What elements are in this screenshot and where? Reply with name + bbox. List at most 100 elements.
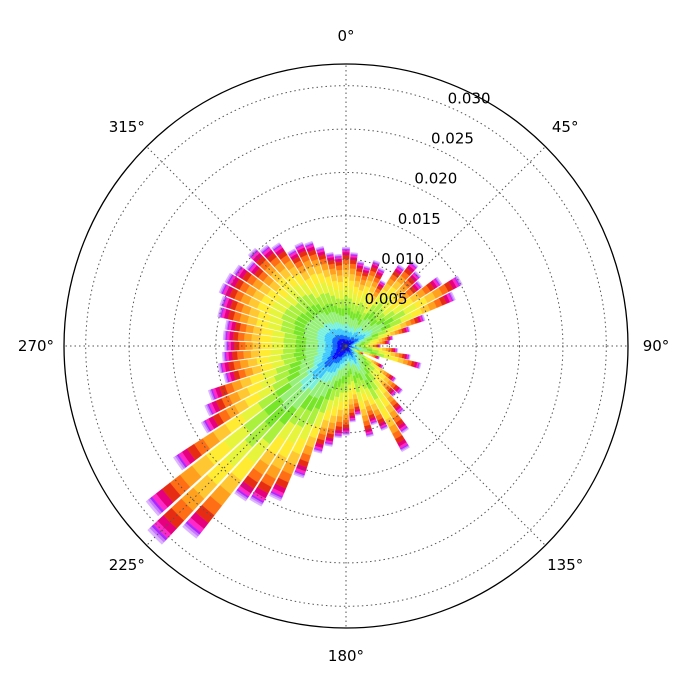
radial-tick-label-5: 0.030: [448, 90, 491, 108]
wedge-50-band-18: [417, 280, 423, 288]
wedge-125-band-18: [393, 377, 397, 383]
wedge-270-band-4: [317, 344, 326, 348]
wedge-265-band-8: [270, 348, 284, 356]
wedge-260-band-10: [247, 358, 258, 368]
wedge-270-band-17: [225, 341, 228, 351]
wedge-195-band-18: [313, 450, 322, 454]
wedge-150-band-18: [401, 446, 410, 453]
wedge-85-band-8: [368, 342, 374, 346]
wedge-265-band-12: [236, 350, 244, 360]
radial-tick-label-4: 0.025: [431, 130, 474, 148]
wedge-325-band-18: [271, 242, 281, 249]
wedge-190-band-11: [328, 422, 336, 430]
wedge-20-band-18: [373, 259, 381, 264]
wedge-165-band-18: [366, 434, 374, 438]
wedge-0-band-18: [342, 246, 350, 249]
wedge-75-band-18: [408, 326, 411, 332]
wedge-40-band-18: [411, 260, 419, 268]
wedge-210-band-18: [249, 497, 263, 507]
wedge-190-band-18: [324, 444, 333, 447]
wedge-45-band-18: [414, 270, 422, 278]
wedge-85-band-6: [360, 343, 365, 346]
wedge-85-band-9: [372, 341, 378, 345]
wedge-5-band-11: [349, 268, 356, 275]
wedge-170-band-18: [355, 413, 361, 416]
wedge-355-band-12: [335, 265, 343, 271]
wedge-15-band-18: [363, 265, 371, 269]
wedge-175-band-11: [348, 404, 355, 410]
wedge-275-band-8: [270, 336, 284, 344]
wedge-25-band-18: [378, 267, 386, 272]
wedge-5-band-8: [348, 288, 354, 299]
wedge-280-band-18: [224, 320, 228, 330]
angular-gridline-7: [146, 146, 347, 347]
angle-tick-labels: 0° 45° 90° 135° 180° 225° 270° 315°: [18, 27, 669, 665]
wedge-layer: [145, 240, 463, 545]
wedge-0-band-4: [344, 323, 348, 330]
angle-tick-label-0: 0°: [337, 27, 354, 45]
wedge-95-band-18: [396, 348, 399, 353]
wedge-30-band-18: [380, 279, 386, 284]
wedge-65-band-18: [450, 291, 456, 301]
radial-gridline-2: [215, 215, 477, 477]
wedge-95-band-8: [372, 347, 378, 351]
wedge-310-band-18: [245, 260, 254, 270]
wedge-350-band-11: [329, 268, 337, 275]
wedge-200-band-18: [293, 473, 305, 479]
wedge-260-band-9: [256, 356, 270, 366]
wedge-180-band-18: [342, 434, 350, 436]
wedge-265-band-18: [221, 351, 225, 362]
wedge-265-band-11: [242, 350, 252, 359]
wedge-230-band-18: [145, 499, 161, 517]
wedge-190-band-9: [330, 406, 338, 417]
angle-tick-label-5: 225°: [109, 556, 145, 574]
wedge-275-band-18: [222, 330, 226, 341]
wedge-185-band-12: [335, 421, 343, 427]
angle-tick-label-3: 135°: [547, 556, 583, 574]
wedge-355-band-8: [338, 289, 344, 300]
wedge-80-band-18: [392, 335, 394, 340]
wedge-290-band-18: [219, 295, 225, 306]
wedge-175-band-9: [348, 392, 353, 400]
wedge-5-band-18: [350, 252, 358, 255]
wedge-115-band-18: [362, 353, 364, 355]
radial-tick-label-2: 0.015: [398, 210, 441, 228]
wedge-120-band-18: [381, 365, 384, 369]
wedge-85-band-10: [376, 341, 381, 345]
wedge-70-band-18: [422, 314, 426, 321]
wedge-85-band-12: [382, 340, 386, 345]
wedge-305-band-18: [232, 264, 241, 274]
wedge-265-band-10: [250, 350, 260, 359]
angle-tick-label-1: 45°: [552, 118, 579, 136]
wedge-240-band-18: [200, 421, 209, 434]
wedge-90-band-12: [374, 344, 377, 348]
wedge-5-band-12: [349, 263, 357, 269]
angular-gridline-5: [146, 345, 347, 546]
wedge-85-band-11: [379, 341, 383, 345]
wedge-250-band-18: [207, 389, 214, 401]
wedge-175-band-12: [348, 408, 355, 414]
wedge-180-band-14: [342, 428, 350, 432]
wedge-355-band-18: [334, 253, 342, 256]
wedge-350-band-10: [330, 273, 338, 282]
wedge-185-band-11: [336, 416, 343, 423]
wedge-215-band-18: [234, 491, 247, 502]
wedge-345-band-18: [315, 246, 324, 250]
wedge-175-band-18: [349, 420, 356, 423]
wedge-300-band-18: [224, 272, 232, 283]
wedge-245-band-18: [204, 404, 211, 417]
wedge-185-band-13: [335, 426, 343, 431]
wedge-170-band-10: [352, 393, 358, 400]
wedge-190-band-10: [329, 415, 337, 424]
wedge-355-band-13: [335, 261, 343, 266]
wedge-350-band-9: [331, 280, 339, 290]
radial-tick-label-3: 0.020: [414, 170, 457, 188]
wedge-105-band-9: [390, 356, 399, 363]
wedge-355-band-10: [337, 275, 343, 283]
wedge-270-band-9: [260, 342, 273, 350]
wedge-205-band-18: [268, 494, 282, 502]
wedge-90-band-10: [370, 344, 373, 348]
wedge-80-band-10: [378, 338, 383, 342]
radial-tick-label-1: 0.010: [381, 250, 424, 268]
